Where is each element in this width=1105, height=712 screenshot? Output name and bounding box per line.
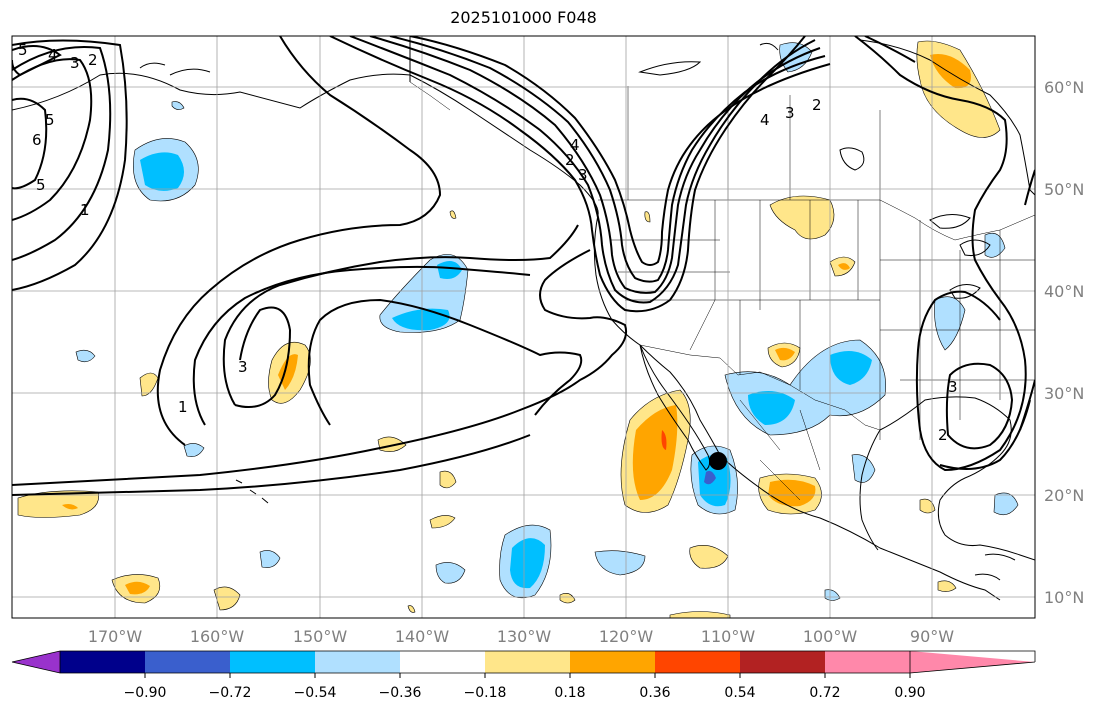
contour-label: 1: [80, 201, 90, 219]
contour-label: 4: [570, 136, 580, 154]
lon-label: 120°W: [599, 627, 654, 646]
map-frame: [11, 35, 1036, 619]
lat-label: 10°N: [1044, 588, 1084, 607]
contour-label: 3: [948, 378, 958, 396]
contour-label: 3: [578, 166, 588, 184]
map-title: 2025101000 F048: [450, 8, 597, 27]
contour-label: 3: [70, 54, 80, 72]
colorbar-extend-low: [12, 651, 60, 673]
colorbar-tick-label: 0.36: [639, 685, 670, 701]
colorbar-extend-high: [910, 651, 1035, 673]
contour-label: 1: [178, 398, 188, 416]
storm-center-marker: [709, 452, 727, 470]
colorbar-bin: [145, 651, 230, 673]
colorbar: −0.90 −0.72 −0.54 −0.36 −0.18 0.18 0.36 …: [11, 650, 1036, 701]
lon-label: 130°W: [497, 627, 552, 646]
contour-label: 5: [18, 41, 28, 59]
colorbar-bin: [400, 651, 485, 673]
shaded-anomalies: [17, 40, 1019, 618]
lon-label: 140°W: [395, 627, 450, 646]
colorbar-tick-label: 0.90: [894, 685, 925, 701]
contour-lines: [12, 36, 1035, 496]
colorbar-tick-label: 0.72: [809, 685, 840, 701]
lat-label: 40°N: [1044, 282, 1084, 301]
contour-label-group: 5 4 3 2 6 5 5 1 4 3 2 4 3 2 3 1 3 2: [18, 41, 958, 444]
contour-label: 5: [45, 111, 55, 129]
contour-label: 3: [238, 358, 248, 376]
lat-label: 50°N: [1044, 180, 1084, 199]
colorbar-tick-label: −0.54: [294, 685, 337, 701]
lat-label: 60°N: [1044, 78, 1084, 97]
latitude-axis: 60°N 50°N 40°N 30°N 20°N 10°N: [1044, 78, 1084, 607]
contour-label: 4: [760, 111, 770, 129]
colorbar-bin: [230, 651, 315, 673]
lat-label: 30°N: [1044, 384, 1084, 403]
colorbar-bin: [485, 651, 570, 673]
contour-label: 2: [812, 96, 822, 114]
colorbar-bin: [60, 651, 145, 673]
colorbar-tick-label: −0.18: [464, 685, 507, 701]
lon-label: 110°W: [701, 627, 756, 646]
colorbar-bin: [315, 651, 400, 673]
colorbar-bin: [570, 651, 655, 673]
colorbar-tick-label: −0.36: [379, 685, 422, 701]
contour-label: 4: [48, 46, 58, 64]
contour-label: 5: [36, 176, 46, 194]
contour-label: 2: [88, 51, 98, 69]
contour-label: 6: [32, 131, 42, 149]
lon-label: 90°W: [910, 627, 954, 646]
colorbar-bin: [655, 651, 740, 673]
contour-label: 3: [785, 104, 795, 122]
longitude-axis: 170°W 160°W 150°W 140°W 130°W 120°W 110°…: [88, 627, 954, 646]
lon-label: 100°W: [803, 627, 858, 646]
colorbar-tick-label: 0.54: [724, 685, 755, 701]
lat-label: 20°N: [1044, 486, 1084, 505]
political-borders: [409, 36, 1035, 501]
lon-label: 170°W: [88, 627, 143, 646]
colorbar-tick-label: 0.18: [554, 685, 585, 701]
colorbar-tick-label: −0.72: [209, 685, 252, 701]
contour-label: 2: [565, 151, 575, 169]
contour-label: 2: [938, 426, 948, 444]
lon-label: 160°W: [190, 627, 245, 646]
colorbar-bin: [740, 651, 825, 673]
colorbar-tick-label: −0.90: [124, 685, 167, 701]
colorbar-bin: [825, 651, 910, 673]
lon-label: 150°W: [293, 627, 348, 646]
